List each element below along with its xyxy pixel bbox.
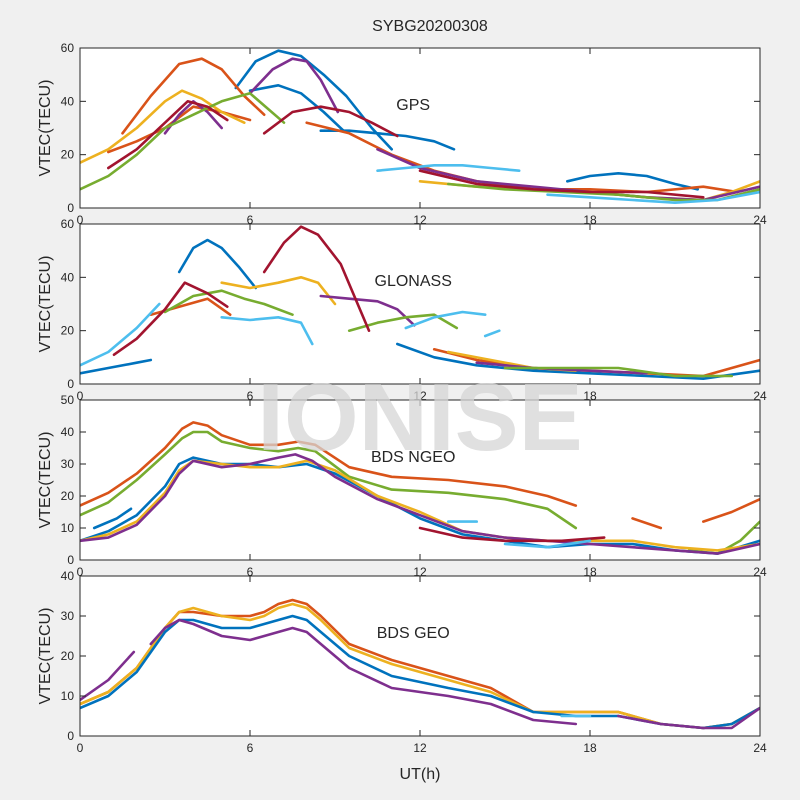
y-tick-label: 60 [61, 41, 75, 55]
panel-label: GLONASS [375, 273, 452, 290]
panel-label: GPS [396, 97, 430, 114]
y-tick-label: 10 [61, 689, 75, 703]
x-tick-label: 6 [247, 213, 254, 227]
plot-area [80, 400, 760, 560]
series-line [262, 225, 371, 332]
series-line [149, 618, 578, 726]
series-line [80, 430, 578, 530]
panel-label: BDS NGEO [371, 449, 455, 466]
series-line [503, 366, 733, 378]
y-tick-label: 0 [67, 729, 74, 743]
x-tick-label: 24 [753, 741, 767, 755]
x-tick-label: 6 [247, 565, 254, 579]
y-tick-label: 0 [67, 553, 74, 567]
y-tick-label: 20 [61, 324, 75, 338]
x-tick-label: 6 [247, 389, 254, 403]
x-tick-label: 0 [77, 741, 84, 755]
y-tick-label: 40 [61, 569, 75, 583]
figure-title: SYBG20200308 [372, 18, 488, 35]
series-line [112, 281, 229, 356]
y-axis-label: VTEC(TECU) [37, 256, 54, 353]
series-line [262, 105, 399, 138]
series-group [80, 421, 760, 555]
panel-label: BDS GEO [377, 625, 450, 642]
series-line [234, 49, 393, 151]
y-axis-label: VTEC(TECU) [37, 608, 54, 705]
y-tick-label: 20 [61, 148, 75, 162]
series-line [92, 507, 133, 530]
y-axis-label: VTEC(TECU) [37, 432, 54, 529]
series-line [220, 276, 337, 306]
series-line [80, 453, 760, 555]
y-tick-label: 20 [61, 489, 75, 503]
y-tick-label: 40 [61, 94, 75, 108]
series-line [418, 169, 705, 199]
plot-area [80, 224, 760, 384]
series-group [80, 49, 760, 204]
series-line [319, 294, 416, 327]
series-line [617, 706, 760, 730]
series-line [475, 361, 648, 375]
series-line [248, 57, 340, 114]
bds-geo-panel: 0 6 12 18 24 0 10 20 30 40 VTEC(TECU) UT(h) BDS GEO [37, 569, 767, 783]
y-tick-label: 0 [67, 201, 74, 215]
series-group [80, 225, 760, 380]
y-tick-label: 50 [61, 393, 75, 407]
plot-area [80, 48, 760, 208]
x-tick-label: 18 [583, 741, 597, 755]
x-axis-label: UT(h) [400, 766, 441, 783]
series-line [566, 172, 699, 191]
y-axis-label: VTEC(TECU) [37, 80, 54, 177]
series-line [80, 459, 760, 552]
series-line [177, 238, 257, 290]
x-tick-label: 6 [247, 741, 254, 755]
series-line [396, 342, 760, 380]
x-tick-label: 0 [77, 389, 84, 403]
series-line [404, 310, 487, 330]
series-line [220, 316, 314, 346]
y-tick-label: 20 [61, 649, 75, 663]
watermark: IONISE [257, 364, 582, 471]
series-line [702, 497, 760, 523]
series-line [80, 358, 153, 375]
x-tick-label: 12 [413, 741, 427, 755]
series-line [631, 517, 663, 530]
series-line [80, 89, 246, 164]
series-line [503, 539, 592, 549]
series-line [80, 602, 760, 730]
series-line [80, 650, 136, 702]
x-tick-label: 0 [77, 565, 84, 579]
series-line [80, 92, 286, 191]
y-tick-label: 40 [61, 425, 75, 439]
series-line [418, 526, 606, 543]
x-tick-label: 0 [77, 213, 84, 227]
series-line [80, 421, 578, 507]
series-line [107, 100, 229, 170]
y-tick-label: 10 [61, 521, 75, 535]
series-line [483, 329, 501, 338]
series-line [80, 302, 161, 367]
series-line [163, 289, 294, 316]
series-line [163, 100, 223, 135]
y-tick-label: 30 [61, 609, 75, 623]
series-line [248, 84, 345, 132]
y-tick-label: 60 [61, 217, 75, 231]
y-tick-label: 40 [61, 270, 75, 284]
series-group [80, 598, 760, 730]
plot-area [80, 576, 760, 736]
y-tick-label: 0 [67, 377, 74, 391]
series-line [319, 129, 456, 151]
y-tick-label: 30 [61, 457, 75, 471]
series-line [376, 164, 521, 172]
series-line [546, 190, 760, 204]
series-line [80, 456, 760, 555]
